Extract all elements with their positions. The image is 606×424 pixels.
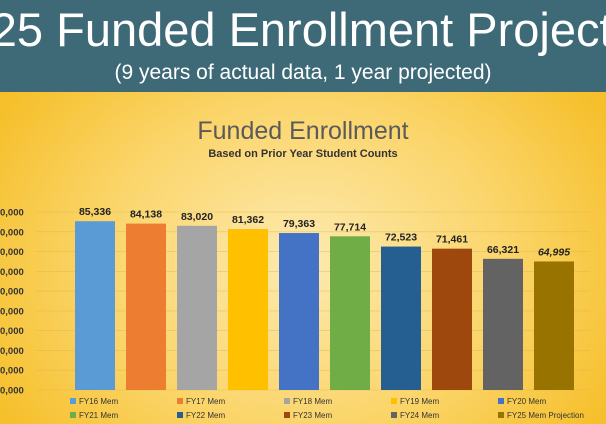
bar (126, 223, 166, 390)
legend-swatch (177, 412, 183, 418)
legend-label: FY17 Mem (186, 397, 225, 406)
chart-subtitle: Based on Prior Year Student Counts (208, 148, 398, 160)
legend-swatch (177, 398, 183, 404)
y-tick-label: 0,000 (0, 306, 24, 317)
bar (75, 221, 115, 390)
bar (432, 248, 472, 390)
legend-swatch (284, 412, 290, 418)
legend-label: FY23 Mem (293, 411, 332, 420)
y-tick-label: 0,000 (0, 208, 24, 219)
legend-label: FY22 Mem (186, 411, 225, 420)
legend-label: FY24 Mem (400, 411, 439, 420)
legend-swatch (70, 398, 76, 404)
legend-label: FY21 Mem (79, 411, 118, 420)
legend-label: FY16 Mem (79, 397, 118, 406)
data-label: 72,523 (385, 232, 417, 244)
legend-swatch (284, 398, 290, 404)
legend-swatch (391, 412, 397, 418)
data-label: 85,336 (79, 206, 111, 218)
bar (483, 258, 523, 390)
bar (228, 229, 268, 390)
bar (279, 233, 319, 390)
legend-swatch (70, 412, 76, 418)
bar (177, 225, 217, 390)
legend-label: FY20 Mem (507, 397, 546, 406)
chart-title: Funded Enrollment (197, 117, 409, 145)
y-tick-label: 0,000 (0, 346, 24, 357)
y-tick-label: 0,000 (0, 267, 24, 278)
bar (330, 236, 370, 390)
y-tick-label: 0,000 (0, 326, 24, 337)
legend-label: FY19 Mem (400, 397, 439, 406)
y-tick-label: 0,000 (0, 366, 24, 377)
legend-label: FY25 Mem Projection (507, 411, 584, 420)
legend-label: FY18 Mem (293, 397, 332, 406)
banner-title: FY25 Funded Enrollment Projection (0, 3, 606, 56)
title-banner: FY25 Funded Enrollment Projection (9 yea… (0, 0, 606, 92)
bar (534, 261, 574, 390)
legend-swatch (498, 412, 504, 418)
legend-swatch (498, 398, 504, 404)
y-tick-label: 0,000 (0, 247, 24, 258)
data-label: 81,362 (232, 214, 264, 226)
data-label: 83,020 (181, 211, 213, 223)
data-label: 64,995 (538, 246, 570, 258)
y-tick-label: 0,000 (0, 227, 24, 238)
banner-subtitle: (9 years of actual data, 1 year projecte… (114, 61, 492, 84)
y-tick-label: 0,000 (0, 287, 24, 298)
y-tick-label: 0,000 (0, 386, 24, 397)
bar (381, 246, 421, 390)
data-label: 71,461 (436, 234, 468, 246)
data-label: 77,714 (334, 221, 366, 233)
legend-swatch (391, 398, 397, 404)
data-label: 84,138 (130, 209, 162, 221)
data-label: 66,321 (487, 244, 519, 256)
data-label: 79,363 (283, 218, 315, 230)
